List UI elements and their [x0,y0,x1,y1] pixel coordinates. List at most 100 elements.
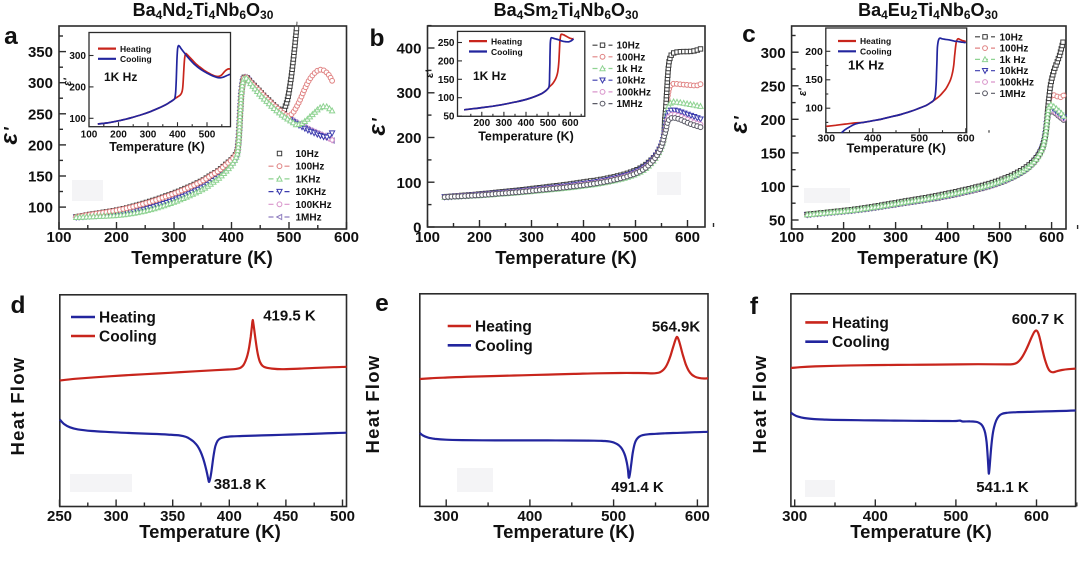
svg-text:Temperature (K): Temperature (K) [846,141,945,156]
svg-text:100: 100 [779,229,804,246]
svg-text:400: 400 [863,508,888,525]
svg-text:400: 400 [169,130,186,141]
svg-text:1K Hz: 1K Hz [848,58,885,73]
svg-text:300: 300 [28,75,53,92]
svg-text:541.1 K: 541.1 K [976,479,1029,496]
svg-text:491.4 K: 491.4 K [611,479,664,496]
svg-text:150: 150 [28,169,53,186]
svg-text:ε': ε' [726,116,753,134]
svg-text:300: 300 [496,118,513,129]
svg-text:Heating: Heating [120,44,151,54]
svg-text:500: 500 [987,229,1012,246]
svg-text:Cooling: Cooling [120,54,152,64]
svg-text:250: 250 [438,38,455,49]
svg-text:500: 500 [540,118,557,129]
svg-text:50: 50 [769,213,786,230]
svg-text:100Hz: 100Hz [296,162,325,173]
svg-text:200: 200 [473,118,490,129]
svg-text:Temperature (K): Temperature (K) [850,521,992,542]
svg-text:500: 500 [199,130,216,141]
svg-text:500: 500 [943,508,968,525]
svg-text:Heating: Heating [491,36,522,46]
svg-text:500: 500 [601,508,626,525]
svg-text:Cooling: Cooling [475,338,533,355]
svg-text:300: 300 [161,229,186,246]
svg-text:a: a [4,23,18,50]
svg-text:10Hz: 10Hz [296,149,319,160]
svg-text:250: 250 [28,106,53,123]
svg-text:Temperature (K): Temperature (K) [495,247,637,268]
svg-text:0: 0 [413,220,421,237]
svg-text:100kHz: 100kHz [617,87,651,98]
svg-text:10KHz: 10KHz [296,187,327,198]
svg-text:Heating: Heating [832,315,889,332]
svg-text:Temperature (K): Temperature (K) [857,247,999,268]
svg-text:10kHz: 10kHz [1000,66,1029,77]
svg-text:400: 400 [517,508,542,525]
svg-text:Ba4Sm2Ti4Nb6O30: Ba4Sm2Ti4Nb6O30 [494,0,639,22]
svg-text:Ba4Nd2Ti4Nb6O30: Ba4Nd2Ti4Nb6O30 [133,0,274,22]
svg-text:100Hz: 100Hz [1000,44,1029,55]
svg-text:100: 100 [69,114,86,125]
svg-text:100KHz: 100KHz [296,200,332,211]
svg-text:300: 300 [69,51,86,62]
svg-text:1MHz: 1MHz [1000,89,1026,100]
svg-text:100: 100 [438,93,455,104]
svg-text:Heating: Heating [475,319,532,336]
svg-text:250: 250 [761,78,786,95]
svg-text:300: 300 [104,508,129,525]
svg-text:100: 100 [46,229,71,246]
svg-text:600.7 K: 600.7 K [1012,311,1065,328]
svg-text:600: 600 [685,508,710,525]
svg-text:100: 100 [81,130,98,141]
svg-text:300: 300 [434,508,459,525]
svg-text:100: 100 [805,103,823,115]
svg-text:ε': ε' [0,127,23,145]
svg-text:200: 200 [396,130,421,147]
svg-text:ε': ε' [797,88,809,96]
svg-text:300: 300 [818,133,836,145]
svg-text:564.9K: 564.9K [652,319,701,336]
svg-text:100: 100 [415,229,440,246]
svg-text:600: 600 [957,133,975,145]
svg-text:500: 500 [911,133,929,145]
svg-text:100: 100 [396,175,421,192]
svg-text:600: 600 [334,229,359,246]
svg-text:Temperature (K): Temperature (K) [493,521,635,542]
svg-text:Heating: Heating [99,310,156,327]
svg-text:b: b [370,25,385,52]
svg-text:Temperature (K): Temperature (K) [131,247,273,268]
svg-text:c: c [742,21,756,48]
svg-text:100kHz: 100kHz [1000,78,1034,89]
svg-text:1k Hz: 1k Hz [617,64,643,75]
svg-text:419.5 K: 419.5 K [263,308,316,325]
svg-text:350: 350 [28,44,53,61]
svg-text:200: 200 [104,229,129,246]
svg-text:Heat Flow: Heat Flow [7,356,28,455]
svg-text:200: 200 [69,82,86,93]
svg-text:Cooling: Cooling [491,47,523,57]
svg-text:200: 200 [438,56,455,67]
svg-text:1K Hz: 1K Hz [473,69,506,83]
svg-text:250: 250 [47,508,72,525]
svg-text:50: 50 [443,112,455,123]
svg-text:1MHz: 1MHz [617,99,643,110]
svg-text:300: 300 [519,229,544,246]
svg-text:400: 400 [217,508,242,525]
svg-text:300: 300 [140,130,157,141]
svg-text:1KHz: 1KHz [296,174,321,185]
svg-text:200: 200 [110,130,127,141]
svg-text:Heat Flow: Heat Flow [749,354,770,453]
svg-text:600: 600 [562,118,579,129]
svg-text:200: 200 [467,229,492,246]
svg-text:Heat Flow: Heat Flow [362,354,383,453]
svg-text:150: 150 [438,75,455,86]
svg-text:150: 150 [805,74,823,86]
svg-text:500: 500 [330,508,355,525]
svg-text:400: 400 [935,229,960,246]
svg-text:f: f [750,293,759,320]
svg-text:e: e [375,290,389,317]
svg-text:1K Hz: 1K Hz [104,70,137,84]
svg-text:400: 400 [864,133,882,145]
svg-text:1MHz: 1MHz [296,213,322,224]
